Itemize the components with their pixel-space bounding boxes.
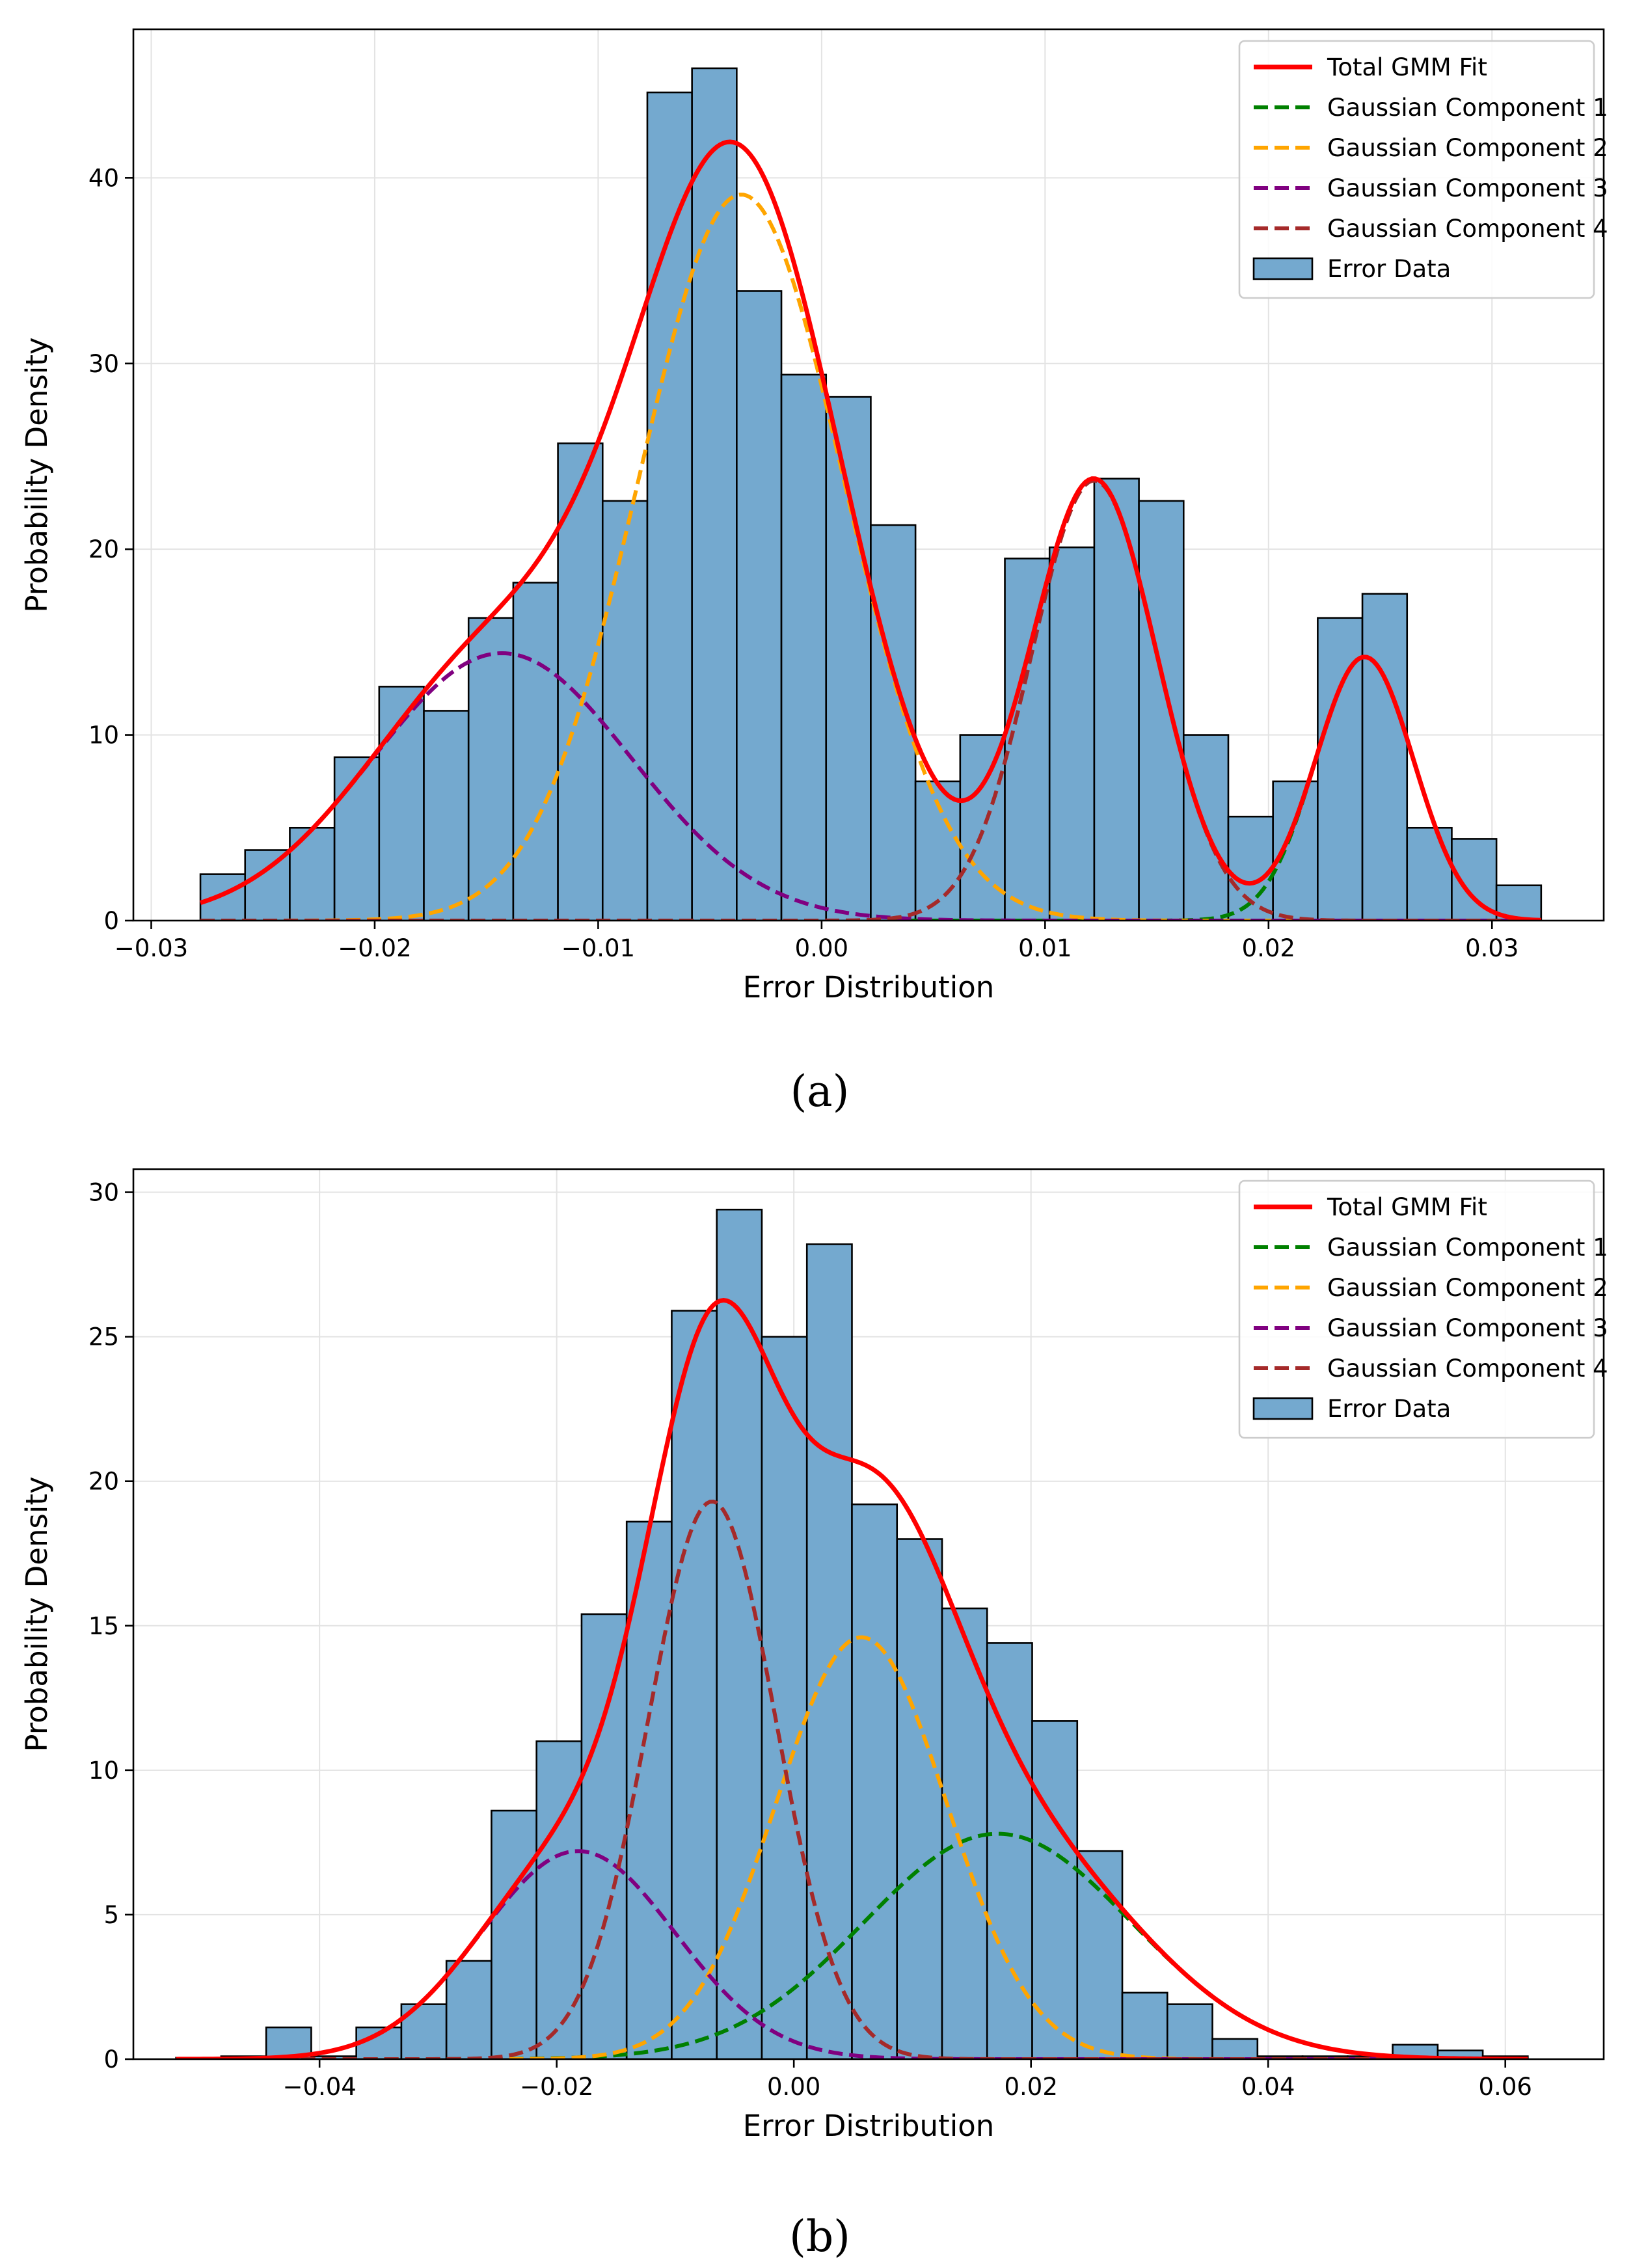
x-axis-title: Error Distribution: [743, 970, 995, 1005]
histogram-bar: [825, 396, 872, 921]
histogram-bars: [175, 1208, 1529, 2059]
total-gmm-fit-line: [176, 1297, 1528, 2059]
legend-label: Error Data: [1327, 1395, 1451, 1423]
plot-frame: [132, 1168, 1605, 2060]
histogram-bar: [691, 67, 738, 921]
legend: Total GMM Fit Gaussian Component 1 Gaussia…: [1238, 1180, 1608, 1439]
histogram-bar: [780, 373, 828, 921]
x-tick-label: 0.02: [1242, 934, 1295, 962]
histogram-bar: [1406, 826, 1453, 921]
histogram-bar: [761, 1336, 808, 2059]
legend-label: Gaussian Component 2: [1327, 134, 1608, 162]
legend-label: Gaussian Component 4: [1327, 215, 1608, 243]
histogram-bar: [959, 734, 1006, 921]
legend-label: Gaussian Component 3: [1327, 174, 1608, 202]
y-tick-label: 20: [88, 535, 119, 563]
legend-label: Gaussian Component 1: [1327, 94, 1608, 122]
histogram-bar: [736, 290, 783, 921]
x-tick-label: 0.04: [1241, 2073, 1295, 2101]
y-tick-label: 0: [103, 907, 119, 935]
histogram-bar: [423, 710, 470, 921]
histogram-bar: [870, 524, 917, 921]
histogram-bar: [580, 1613, 628, 2059]
y-tick-label: 15: [88, 1612, 119, 1640]
x-tick-label: 0.02: [1004, 2073, 1057, 2101]
legend-label: Gaussian Component 3: [1327, 1314, 1608, 1342]
histogram-bar: [625, 1520, 673, 2059]
total-gmm-fit-line: [199, 139, 1541, 921]
chart-panel-a: −0.03 −0.02 −0.01 0.00 0.01 0.02 0.03 0 10 20 30 40…: [20, 28, 1608, 1005]
histogram-bar: [805, 1243, 853, 2059]
x-tick-label: 0.06: [1479, 2073, 1532, 2101]
legend-label: Total GMM Fit: [1327, 53, 1487, 81]
x-tick-label: 0.00: [767, 2073, 820, 2101]
y-tick-label: 5: [103, 1901, 119, 1929]
histogram-bar: [1211, 2038, 1259, 2059]
y-tick-label: 10: [88, 1757, 119, 1785]
y-tick-label: 40: [88, 164, 119, 192]
histogram-bar: [941, 1607, 988, 2059]
legend-label: Gaussian Component 1: [1327, 1234, 1608, 1262]
histogram-bar: [1093, 478, 1140, 921]
y-tick-label: 20: [88, 1468, 119, 1496]
histogram-bar: [646, 91, 693, 921]
x-tick-label: 0.00: [795, 934, 848, 962]
legend-label: Gaussian Component 4: [1327, 1355, 1608, 1383]
legend-label: Total GMM Fit: [1327, 1193, 1487, 1221]
legend-swatch: [1252, 1397, 1314, 1420]
histogram-bar: [199, 873, 247, 921]
histogram-bars: [199, 67, 1543, 921]
histogram-bar: [896, 1538, 943, 2059]
histogram-bar: [1121, 1991, 1168, 2059]
x-axis-title: Error Distribution: [743, 2109, 995, 2143]
histogram-bar: [445, 1960, 493, 2059]
x-tick-label: 0.01: [1018, 934, 1072, 962]
x-tick-label: −0.04: [282, 2073, 356, 2101]
y-axis-title: Probability Density: [20, 337, 54, 612]
histogram-bar: [1048, 547, 1096, 921]
legend-swatch: [1252, 257, 1314, 280]
x-tick-label: −0.01: [561, 934, 635, 962]
histogram-bar: [601, 500, 649, 921]
y-tick-label: 0: [103, 2045, 119, 2073]
histogram-bar: [851, 1503, 898, 2059]
histogram-bar: [1138, 500, 1185, 921]
legend: Total GMM Fit Gaussian Component 1 Gaussia…: [1238, 40, 1608, 299]
x-tick-label: −0.02: [520, 2073, 593, 2101]
legend-label: Gaussian Component 2: [1327, 1274, 1608, 1302]
legend-frame: [1238, 40, 1595, 299]
histogram-bar: [1031, 1720, 1079, 2059]
gmm-curves: [176, 1297, 1528, 2059]
y-tick-label: 30: [88, 350, 119, 378]
y-axis-title: Probability Density: [20, 1476, 54, 1751]
histogram-bar: [491, 1809, 537, 2059]
panel-caption-a: (a): [790, 1066, 850, 1116]
y-tick-label: 25: [88, 1323, 119, 1351]
chart-panel-b: −0.04 −0.02 0.00 0.02 0.04 0.06 0 5 10 15 20 25 30 Er…: [20, 1168, 1608, 2143]
histogram-bar: [265, 2026, 312, 2059]
histogram-bar: [512, 582, 559, 921]
histogram-bar: [1166, 2003, 1213, 2059]
legend-frame: [1238, 1180, 1595, 1439]
y-tick-label: 10: [88, 722, 119, 749]
y-tick-label: 30: [88, 1179, 119, 1207]
x-tick-label: 0.03: [1465, 934, 1518, 962]
legend-label: Error Data: [1327, 255, 1451, 283]
plot-frame: [132, 28, 1605, 922]
x-tick-label: −0.03: [115, 934, 188, 962]
histogram-bar: [1076, 1850, 1124, 2059]
histogram-bar: [671, 1310, 718, 2059]
x-tick-label: −0.02: [338, 934, 411, 962]
panel-caption-b: (b): [789, 2211, 850, 2261]
histogram-bar: [333, 756, 381, 921]
histogram-bar: [1361, 593, 1409, 921]
histogram-bar: [244, 849, 291, 921]
histogram-bar: [1317, 617, 1364, 921]
histogram-bar: [467, 617, 515, 921]
